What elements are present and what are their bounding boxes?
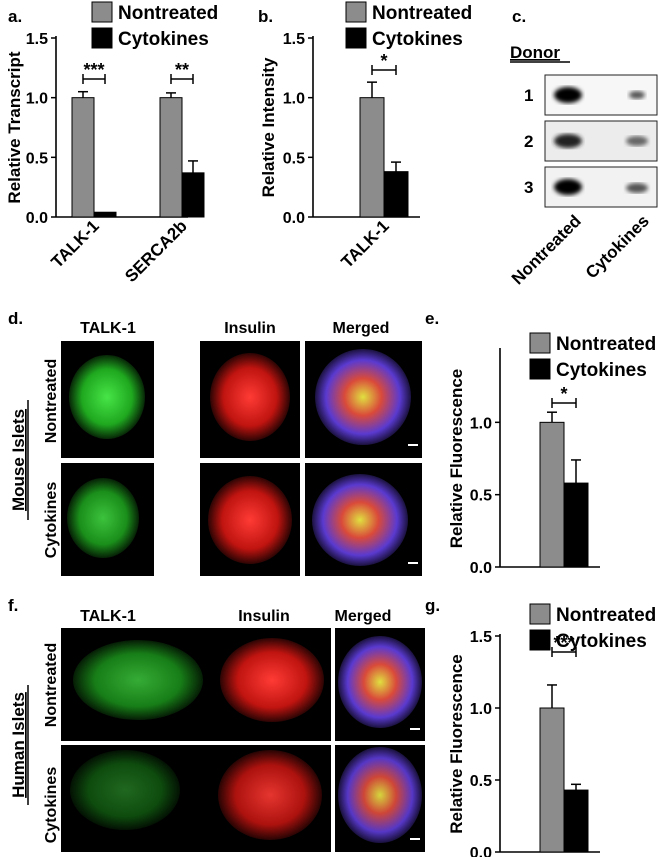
category-label: TALK-1: [48, 216, 103, 271]
bar-cytokines: [93, 211, 117, 218]
western-blot: Donor 1 2 3 Nontreated Cytokines: [508, 43, 658, 288]
mouse-micrographs: TALK-1 Insulin Merged Nontreated Cytokin…: [9, 320, 422, 576]
human-col-insulin: Insulin: [238, 608, 290, 625]
legend-swatch-nontreated: [91, 1, 113, 23]
blot-band-1-cytokines: [629, 91, 645, 99]
legend-label-nontreated: Nontreated: [556, 605, 656, 626]
category-label: TALK-1: [338, 216, 393, 271]
y-tick-label: 1.0: [470, 415, 492, 432]
legend-swatch-cytokines: [529, 629, 551, 651]
blot-band-2-nontreated: [554, 134, 582, 148]
chart-a: Nontreated Cytokines 0.0 0.5 1.0 1.5Relative …: [5, 1, 218, 286]
y-tick-label: 0.0: [470, 560, 492, 577]
y-tick-label: 1.0: [470, 701, 492, 718]
y-tick-label: 0.0: [470, 845, 492, 857]
mouse-row-cytokines: Cytokines: [43, 482, 60, 559]
y-axis-label: Relative Transcript: [5, 51, 24, 203]
mouse-row-nontreated: Nontreated: [43, 359, 60, 443]
bar-nontreated: [159, 97, 183, 218]
blot-band-2-cytokines: [626, 136, 648, 146]
panel-label-a: a.: [8, 7, 22, 26]
blot-lane-nontreated: Nontreated: [508, 211, 585, 288]
y-tick-label: 1.5: [283, 31, 305, 48]
human-row-nontreated: Nontreated: [43, 643, 60, 727]
chart-g: Nontreated Cytokines 0.0 0.5 1.0 1.5Relative …: [447, 603, 656, 857]
y-tick-label: 0.0: [26, 210, 48, 227]
panel-label-f: f.: [8, 596, 18, 615]
bar-nontreated: [539, 421, 565, 568]
blot-band-3-cytokines: [626, 183, 648, 193]
bar-nontreated: [539, 707, 565, 853]
blot-lane-cytokines: Cytokines: [582, 211, 653, 282]
y-tick-label: 0.5: [470, 488, 492, 505]
blot-donor-1: 1: [524, 86, 533, 105]
sig-marker: *: [380, 51, 387, 71]
y-tick-label: 0.5: [470, 773, 492, 790]
y-tick-label: 0.0: [283, 210, 305, 227]
sig-marker: ***: [83, 60, 104, 80]
bar-cytokines: [181, 172, 205, 218]
sig-marker: **: [175, 60, 189, 80]
mouse-col-insulin: Insulin: [224, 320, 276, 337]
bar-cytokines: [383, 171, 409, 218]
bar-cytokines: [563, 482, 589, 568]
sig-marker: *: [560, 384, 567, 404]
chart-b: Nontreated Cytokines 0.0 0.5 1.0 1.5 Relative …: [259, 1, 472, 272]
bar-nontreated: [71, 97, 95, 218]
panel-label-c: c.: [512, 7, 526, 26]
legend-label-nontreated: Nontreated: [118, 3, 218, 24]
legend-swatch-nontreated: [529, 332, 551, 354]
legend-label-nontreated: Nontreated: [556, 334, 656, 355]
legend-swatch-cytokines: [91, 27, 113, 49]
legend-swatch-nontreated: [345, 1, 367, 23]
y-axis-label: Relative Fluorescence: [447, 369, 466, 549]
legend-label-cytokines: Cytokines: [556, 360, 647, 381]
y-axis-label: Relative Intensity: [259, 57, 278, 197]
y-tick-label: 1.5: [26, 31, 48, 48]
blot-header: Donor: [510, 43, 560, 62]
human-col-talk1: TALK-1: [80, 608, 136, 625]
bar-nontreated: [359, 97, 385, 218]
y-tick-label: 1.0: [26, 91, 48, 108]
y-tick-label: 1.0: [283, 91, 305, 108]
category-label: SERCA2b: [121, 216, 191, 286]
y-tick-label: 0.5: [26, 150, 48, 167]
legend-label-nontreated: Nontreated: [372, 3, 472, 24]
legend-swatch-cytokines: [345, 27, 367, 49]
mouse-col-talk1: TALK-1: [80, 320, 136, 337]
legend-swatch-cytokines: [529, 358, 551, 380]
blot-donor-2: 2: [524, 132, 533, 151]
human-micrographs: TALK-1 Insulin Merged Nontreated Cytokin…: [9, 608, 425, 852]
blot-band-1-nontreated: [554, 87, 582, 103]
human-islets-label: Human Islets: [9, 692, 28, 798]
legend-label-cytokines: Cytokines: [118, 29, 209, 50]
mouse-islets-label: Mouse Islets: [9, 409, 28, 511]
y-tick-label: 1.5: [470, 629, 492, 646]
human-row-cytokines: Cytokines: [43, 767, 60, 844]
legend-label-cytokines: Cytokines: [556, 631, 647, 652]
y-axis-label: Relative Fluorescence: [447, 654, 466, 834]
panel-label-g: g.: [425, 596, 440, 615]
legend-swatch-nontreated: [529, 603, 551, 625]
bar-cytokines: [563, 789, 589, 853]
panel-label-e: e.: [425, 309, 439, 328]
panel-label-b: b.: [258, 7, 273, 26]
sig-marker: ***: [553, 633, 574, 653]
y-tick-label: 0.5: [283, 150, 305, 167]
blot-donor-3: 3: [524, 178, 533, 197]
panel-label-d: d.: [8, 309, 23, 328]
human-col-merged: Merged: [335, 608, 392, 625]
legend-label-cytokines: Cytokines: [372, 29, 463, 50]
mouse-col-merged: Merged: [333, 320, 390, 337]
blot-band-3-nontreated: [554, 179, 582, 195]
